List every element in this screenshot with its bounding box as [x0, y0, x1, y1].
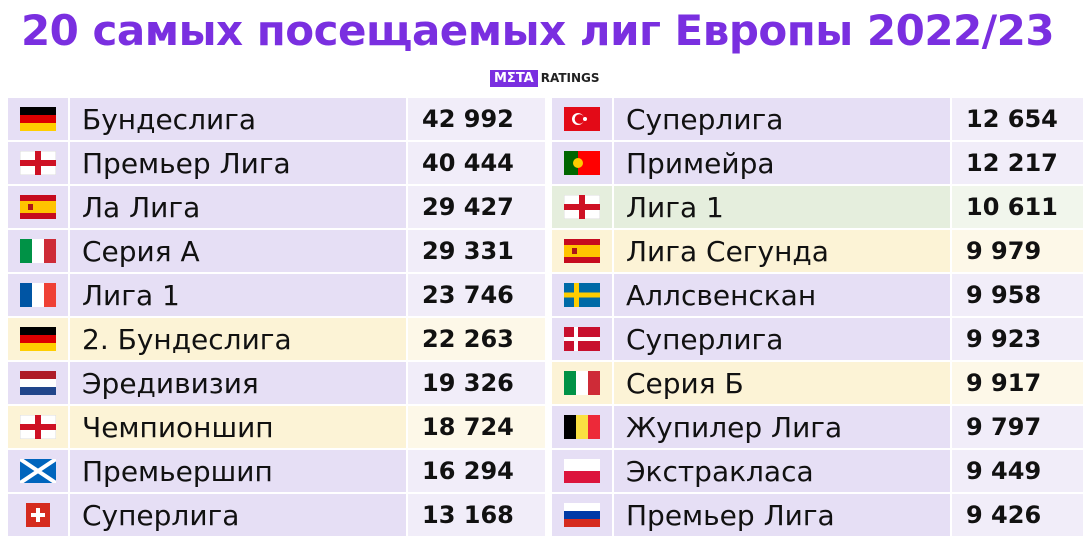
flag [20, 239, 56, 263]
flag-cell [8, 274, 68, 316]
league-name: Примейра [614, 142, 950, 184]
attendance: 13 168 [408, 494, 545, 536]
flag-cell [8, 142, 68, 184]
attendance: 40 444 [408, 142, 545, 184]
attendance: 9 958 [952, 274, 1083, 316]
flag-cell [8, 230, 68, 272]
flag [564, 327, 600, 351]
flag [20, 371, 56, 395]
flag [564, 107, 600, 131]
flag [564, 151, 600, 175]
flag-cell [8, 362, 68, 404]
league-name: Серия А [70, 230, 406, 272]
attendance: 42 992 [408, 98, 545, 140]
flag-cell [552, 362, 612, 404]
league-name: Ла Лига [70, 186, 406, 228]
flag [20, 283, 56, 307]
flag [20, 459, 56, 483]
league-name: 2. Бундеслига [70, 318, 406, 360]
attendance: 9 917 [952, 362, 1083, 404]
flag-cell [552, 142, 612, 184]
attendance: 9 426 [952, 494, 1083, 536]
league-name: Суперлига [70, 494, 406, 536]
flag-cell [8, 406, 68, 448]
attendance: 9 923 [952, 318, 1083, 360]
league-name: Чемпионшип [70, 406, 406, 448]
league-name: Премьер Лига [70, 142, 406, 184]
league-name: Эредивизия [70, 362, 406, 404]
league-name: Лига 1 [614, 186, 950, 228]
logo-mark: MΣTA [490, 69, 538, 87]
league-name: Премьершип [70, 450, 406, 492]
flag-cell [552, 494, 612, 536]
flag [26, 503, 50, 527]
league-name: Суперлига [614, 318, 950, 360]
attendance: 9 449 [952, 450, 1083, 492]
logo-text: RATINGS [540, 71, 600, 85]
league-name: Аллсвенскан [614, 274, 950, 316]
league-name: Лига 1 [70, 274, 406, 316]
league-name: Бундеслига [70, 98, 406, 140]
flag-cell [8, 186, 68, 228]
attendance: 29 331 [408, 230, 545, 272]
flag [20, 415, 56, 439]
league-name: Экстракласа [614, 450, 950, 492]
attendance: 22 263 [408, 318, 545, 360]
flag-cell [552, 186, 612, 228]
league-name: Лига Сегунда [614, 230, 950, 272]
league-name: Премьер Лига [614, 494, 950, 536]
flag-cell [552, 98, 612, 140]
league-name: Жупилер Лига [614, 406, 950, 448]
flag-cell [552, 318, 612, 360]
flag-cell [8, 450, 68, 492]
attendance: 12 654 [952, 98, 1083, 140]
flag [20, 195, 56, 219]
flag [20, 151, 56, 175]
flag [564, 459, 600, 483]
flag-cell [8, 318, 68, 360]
flag-cell [8, 98, 68, 140]
attendance: 12 217 [952, 142, 1083, 184]
league-name: Суперлига [614, 98, 950, 140]
flag-cell [552, 406, 612, 448]
flag-cell [552, 450, 612, 492]
attendance: 29 427 [408, 186, 545, 228]
flag [20, 107, 56, 131]
flag-cell [552, 230, 612, 272]
flag [564, 415, 600, 439]
logo: MΣTA RATINGS [490, 68, 600, 88]
attendance: 9 979 [952, 230, 1083, 272]
flag [564, 503, 600, 527]
attendance: 16 294 [408, 450, 545, 492]
attendance: 18 724 [408, 406, 545, 448]
attendance: 10 611 [952, 186, 1083, 228]
league-name: Серия Б [614, 362, 950, 404]
title: 20 самых посещаемых лиг Европы 2022/23 [20, 6, 1055, 55]
attendance: 19 326 [408, 362, 545, 404]
attendance: 23 746 [408, 274, 545, 316]
flag [20, 327, 56, 351]
flag-cell [8, 494, 68, 536]
flag [564, 283, 600, 307]
attendance: 9 797 [952, 406, 1083, 448]
flag-cell [552, 274, 612, 316]
flag [564, 195, 600, 219]
flag [564, 239, 600, 263]
flag [564, 371, 600, 395]
